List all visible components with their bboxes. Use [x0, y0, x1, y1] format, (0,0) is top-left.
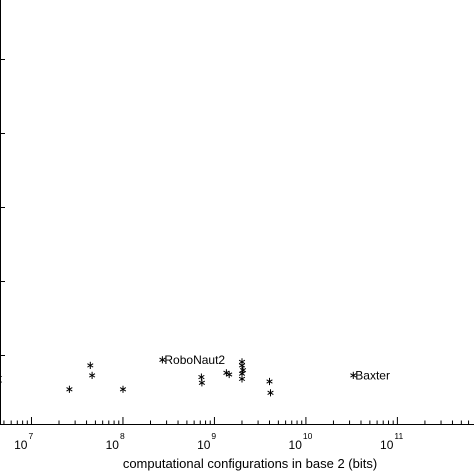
marker-stroke	[350, 373, 357, 378]
data-point	[267, 389, 274, 397]
x-tick-label: 10	[14, 438, 28, 452]
marker-stroke	[267, 390, 274, 395]
marker-stroke	[238, 371, 246, 376]
marker-stroke	[159, 357, 166, 362]
marker-stroke	[88, 373, 96, 378]
data-point	[350, 371, 357, 379]
point-labels: Kismet RoboNaut2 Baxter	[0, 353, 390, 386]
marker-stroke	[198, 380, 206, 385]
x-tick-exponent: 7	[28, 431, 33, 441]
point-label: RoboNaut2	[164, 353, 225, 367]
x-tick-label: 10	[106, 438, 120, 452]
x-tick-exponent: 10	[303, 431, 313, 441]
data-point	[238, 361, 246, 369]
data-point	[159, 356, 166, 364]
x-tick-label: 10	[380, 438, 394, 452]
data-point	[88, 371, 96, 379]
marker-stroke	[226, 372, 233, 377]
data-points	[66, 356, 357, 397]
data-point	[87, 361, 94, 369]
point-label: Baxter	[355, 368, 390, 382]
marker-stroke	[87, 363, 94, 368]
x-axis-ticks: 10610710810910101011	[3, 417, 470, 452]
marker-stroke	[119, 387, 127, 392]
x-tick-label: 10	[197, 438, 211, 452]
x-tick-exponent: 11	[394, 431, 403, 441]
marker-stroke	[238, 363, 246, 368]
data-point	[266, 377, 273, 386]
data-point	[198, 379, 206, 387]
data-point	[119, 385, 127, 393]
marker-stroke	[266, 379, 273, 384]
x-tick-exponent: 8	[120, 431, 125, 441]
data-point	[226, 370, 233, 379]
marker-stroke	[66, 387, 73, 392]
x-tick-label: 10	[289, 438, 303, 452]
x-axis-label: computational configurations in base 2 (…	[123, 456, 377, 471]
data-point	[238, 375, 246, 383]
marker-stroke	[238, 376, 246, 382]
plot-frame	[0, 0, 474, 425]
marker-stroke	[239, 368, 247, 373]
y-axis-ticks	[0, 59, 5, 356]
marker-stroke	[198, 374, 205, 380]
point-label: Kismet	[0, 371, 3, 385]
x-tick-exponent: 9	[211, 431, 216, 441]
data-point	[66, 385, 73, 393]
